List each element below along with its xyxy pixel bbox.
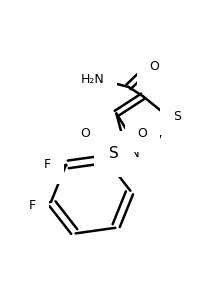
Text: S: S <box>173 110 181 123</box>
Text: HN: HN <box>121 147 140 160</box>
Text: S: S <box>109 146 119 161</box>
Text: O: O <box>80 127 90 140</box>
Text: O: O <box>150 60 160 73</box>
Text: F: F <box>44 158 51 171</box>
Text: F: F <box>29 199 36 212</box>
Text: O: O <box>137 127 147 140</box>
Text: H₂N: H₂N <box>80 73 104 86</box>
